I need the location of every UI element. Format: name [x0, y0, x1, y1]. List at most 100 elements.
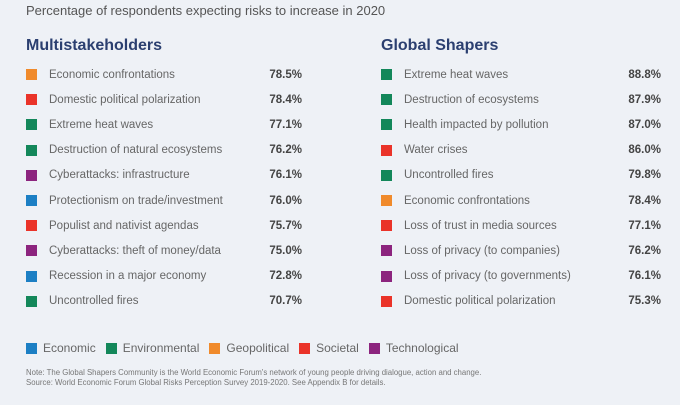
risk-row: Domestic political polarization 78.4% [26, 87, 302, 112]
risk-row: Populist and nativist agendas 75.7% [26, 213, 302, 238]
legend-label: Technological [385, 341, 459, 355]
legend-label: Economic [43, 341, 96, 355]
risk-row: Loss of trust in media sources 77.1% [381, 213, 661, 238]
risk-row: Loss of privacy (to companies) 76.2% [381, 238, 661, 263]
risk-row: Protectionism on trade/investment 76.0% [26, 188, 302, 213]
category-swatch [26, 220, 37, 232]
risk-label: Loss of privacy (to governments) [404, 270, 571, 283]
risk-value: 70.7% [269, 295, 302, 308]
category-swatch [381, 245, 392, 257]
category-swatch [381, 270, 392, 282]
category-swatch [26, 69, 37, 81]
legend: Economic Environmental Geopolitical Soci… [26, 341, 469, 355]
risk-value: 76.0% [269, 194, 302, 207]
risk-label: Water crises [404, 144, 468, 157]
risk-value: 88.8% [628, 68, 661, 81]
risk-value: 87.9% [628, 93, 661, 106]
risk-row: Water crises 86.0% [381, 138, 661, 163]
risk-row: Destruction of ecosystems 87.9% [381, 87, 661, 112]
legend-item-technological: Technological [368, 341, 459, 355]
category-swatch [381, 69, 392, 81]
risk-label: Extreme heat waves [404, 68, 509, 81]
risk-label: Cyberattacks: infrastructure [49, 169, 190, 182]
risk-row: Domestic political polarization 75.3% [381, 289, 661, 314]
footnotes: Note: The Global Shapers Community is th… [26, 368, 481, 388]
risk-value: 77.1% [269, 118, 302, 131]
legend-swatch [368, 342, 380, 354]
panel-title: Multistakeholders [26, 37, 163, 54]
risk-label: Loss of privacy (to companies) [404, 244, 560, 257]
legend-label: Geopolitical [226, 341, 290, 355]
risk-value: 78.4% [269, 93, 302, 106]
risk-label: Health impacted by pollution [404, 118, 549, 131]
risk-value: 76.1% [628, 270, 661, 283]
category-swatch [26, 245, 37, 257]
risk-label: Domestic political polarization [404, 295, 556, 308]
risk-value: 78.4% [628, 194, 661, 207]
risk-row: Destruction of natural ecosystems 76.2% [26, 138, 302, 163]
category-swatch [26, 195, 37, 207]
risk-label: Domestic political polarization [49, 93, 201, 106]
risk-value: 76.2% [269, 144, 302, 157]
panel-global-shapers: Global Shapers Extreme heat waves 88.8% De… [381, 37, 661, 314]
panel-multistakeholders: Multistakeholders Economic confrontation… [26, 37, 302, 314]
risk-row: Economic confrontations 78.5% [26, 62, 302, 87]
risk-label: Cyberattacks: theft of money/data [49, 244, 221, 257]
category-swatch [26, 144, 37, 156]
risk-row: Extreme heat waves 88.8% [381, 62, 661, 87]
risk-label: Recession in a major economy [49, 270, 207, 283]
risk-label: Destruction of natural ecosystems [49, 144, 223, 157]
risk-row: Uncontrolled fires 70.7% [26, 289, 302, 314]
risk-value: 72.8% [269, 270, 302, 283]
risk-row: Uncontrolled fires 79.8% [381, 163, 661, 188]
risk-value: 76.2% [628, 244, 661, 257]
risk-label: Loss of trust in media sources [404, 219, 557, 232]
risk-value: 75.7% [269, 219, 302, 232]
risk-value: 76.1% [269, 169, 302, 182]
legend-label: Societal [316, 341, 359, 355]
legend-swatch [209, 342, 221, 354]
risk-label: Extreme heat waves [49, 118, 154, 131]
risk-label: Populist and nativist agendas [49, 219, 199, 232]
risk-value: 78.5% [269, 68, 302, 81]
risk-row: Loss of privacy (to governments) 76.1% [381, 264, 661, 289]
category-swatch [26, 169, 37, 181]
category-swatch [26, 295, 37, 307]
risk-row: Health impacted by pollution 87.0% [381, 112, 661, 137]
source-text: Source: World Economic Forum Global Risk… [26, 378, 386, 387]
risk-label: Destruction of ecosystems [404, 93, 539, 106]
legend-item-societal: Societal [299, 341, 359, 355]
note-text: Note: The Global Shapers Community is th… [26, 368, 482, 377]
risk-row: Cyberattacks: infrastructure 76.1% [26, 163, 302, 188]
legend-swatch [105, 342, 117, 354]
category-swatch [26, 119, 37, 131]
category-swatch [381, 220, 392, 232]
category-swatch [26, 270, 37, 282]
risk-value: 75.0% [269, 244, 302, 257]
legend-swatch [299, 342, 311, 354]
risk-row: Cyberattacks: theft of money/data 75.0% [26, 238, 302, 263]
risk-label: Economic confrontations [404, 194, 530, 207]
risk-list: Extreme heat waves 88.8% Destruction of ec… [381, 62, 661, 314]
risk-label: Protectionism on trade/investment [49, 194, 223, 207]
category-swatch [381, 295, 392, 307]
panel-title: Global Shapers [381, 37, 499, 54]
category-swatch [381, 169, 392, 181]
risk-value: 79.8% [628, 169, 661, 182]
risk-value: 75.3% [628, 295, 661, 308]
legend-item-environmental: Environmental [105, 341, 199, 355]
risk-value: 87.0% [628, 118, 661, 131]
risk-list: Economic confrontations 78.5% Domestic pol… [26, 62, 302, 314]
risk-value: 86.0% [628, 144, 661, 157]
category-swatch [381, 144, 392, 156]
risk-label: Uncontrolled fires [49, 295, 139, 308]
category-swatch [381, 94, 392, 106]
legend-swatch [26, 342, 37, 354]
risk-label: Uncontrolled fires [404, 169, 494, 182]
legend-item-geopolitical: Geopolitical [209, 341, 289, 355]
category-swatch [381, 195, 392, 207]
risk-label: Economic confrontations [49, 68, 175, 81]
legend-item-economic: Economic [26, 341, 96, 355]
risk-row: Extreme heat waves 77.1% [26, 112, 302, 137]
risk-row: Economic confrontations 78.4% [381, 188, 661, 213]
